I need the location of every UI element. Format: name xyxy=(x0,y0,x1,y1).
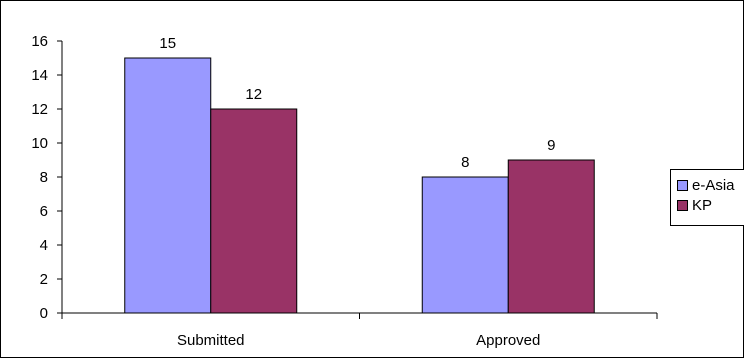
y-tick-label: 12 xyxy=(31,101,48,118)
legend-label-series-1: e-Asia xyxy=(692,176,735,194)
bar xyxy=(210,108,298,314)
legend-swatch-series-1 xyxy=(677,179,688,191)
x-tick-label: Submitted xyxy=(177,332,245,349)
data-label: 15 xyxy=(159,35,176,52)
bar xyxy=(421,176,509,314)
y-tick-label: 8 xyxy=(40,169,48,186)
legend-label-series-2: KP xyxy=(692,196,713,214)
y-tick-label: 2 xyxy=(40,271,48,288)
y-tick-label: 10 xyxy=(31,135,48,152)
legend-item-series-2: KP xyxy=(677,196,712,214)
data-label: 9 xyxy=(547,137,555,154)
y-tick-label: 0 xyxy=(40,305,48,322)
y-tick-label: 14 xyxy=(31,67,48,84)
x-tick-label: Approved xyxy=(476,332,540,349)
y-tick-label: 4 xyxy=(40,237,48,254)
y-tick-label: 6 xyxy=(40,203,48,220)
legend-item-series-1: e-Asia xyxy=(677,176,735,194)
data-label: 12 xyxy=(245,86,262,103)
legend: e-Asia KP xyxy=(670,169,744,226)
legend-swatch-series-2 xyxy=(677,199,688,211)
bar xyxy=(507,159,595,314)
bar xyxy=(124,57,212,314)
y-tick-label: 16 xyxy=(31,33,48,50)
data-label: 8 xyxy=(461,154,469,171)
